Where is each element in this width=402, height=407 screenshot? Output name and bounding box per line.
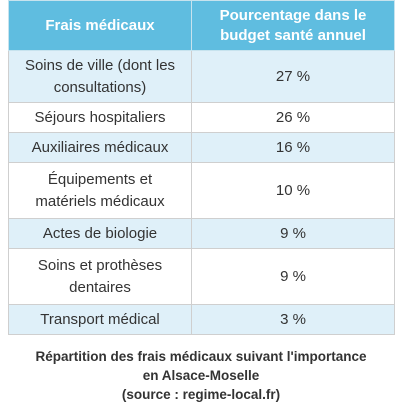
table-row: Soins et prothèses dentaires 9 % — [8, 248, 395, 305]
caption-source: (source : regime-local.fr) — [121, 387, 281, 402]
row-label: Transport médical — [8, 304, 192, 335]
row-value: 9 % — [191, 248, 395, 305]
row-label: Équipements et matériels médicaux — [8, 162, 192, 219]
row-label: Soins et prothèses dentaires — [8, 248, 192, 305]
row-value: 26 % — [191, 102, 395, 133]
row-label: Auxiliaires médicaux — [8, 132, 192, 163]
caption-line-1: Répartition des frais médicaux suivant l… — [35, 349, 367, 364]
table-row: Séjours hospitaliers 26 % — [8, 102, 395, 133]
table-row: Auxiliaires médicaux 16 % — [8, 132, 395, 163]
row-value: 9 % — [191, 218, 395, 249]
row-label: Soins de ville (dont les consultations) — [8, 50, 192, 103]
row-value: 3 % — [191, 304, 395, 335]
header-percentage: Pourcentage dans le budget santé annuel — [191, 0, 395, 51]
medical-costs-table: Frais médicaux Pourcentage dans le budge… — [8, 0, 395, 335]
table-caption: Répartition des frais médicaux suivant l… — [0, 347, 402, 404]
header-medical-costs: Frais médicaux — [8, 0, 192, 51]
row-value: 10 % — [191, 162, 395, 219]
caption-line-2: en Alsace-Moselle — [142, 368, 260, 383]
row-label: Séjours hospitaliers — [8, 102, 192, 133]
row-value: 16 % — [191, 132, 395, 163]
table-row: Actes de biologie 9 % — [8, 218, 395, 249]
table-header-row: Frais médicaux Pourcentage dans le budge… — [8, 0, 395, 51]
row-label: Actes de biologie — [8, 218, 192, 249]
table-row: Équipements et matériels médicaux 10 % — [8, 162, 395, 219]
row-value: 27 % — [191, 50, 395, 103]
table-row: Transport médical 3 % — [8, 304, 395, 335]
table-row: Soins de ville (dont les consultations) … — [8, 50, 395, 103]
